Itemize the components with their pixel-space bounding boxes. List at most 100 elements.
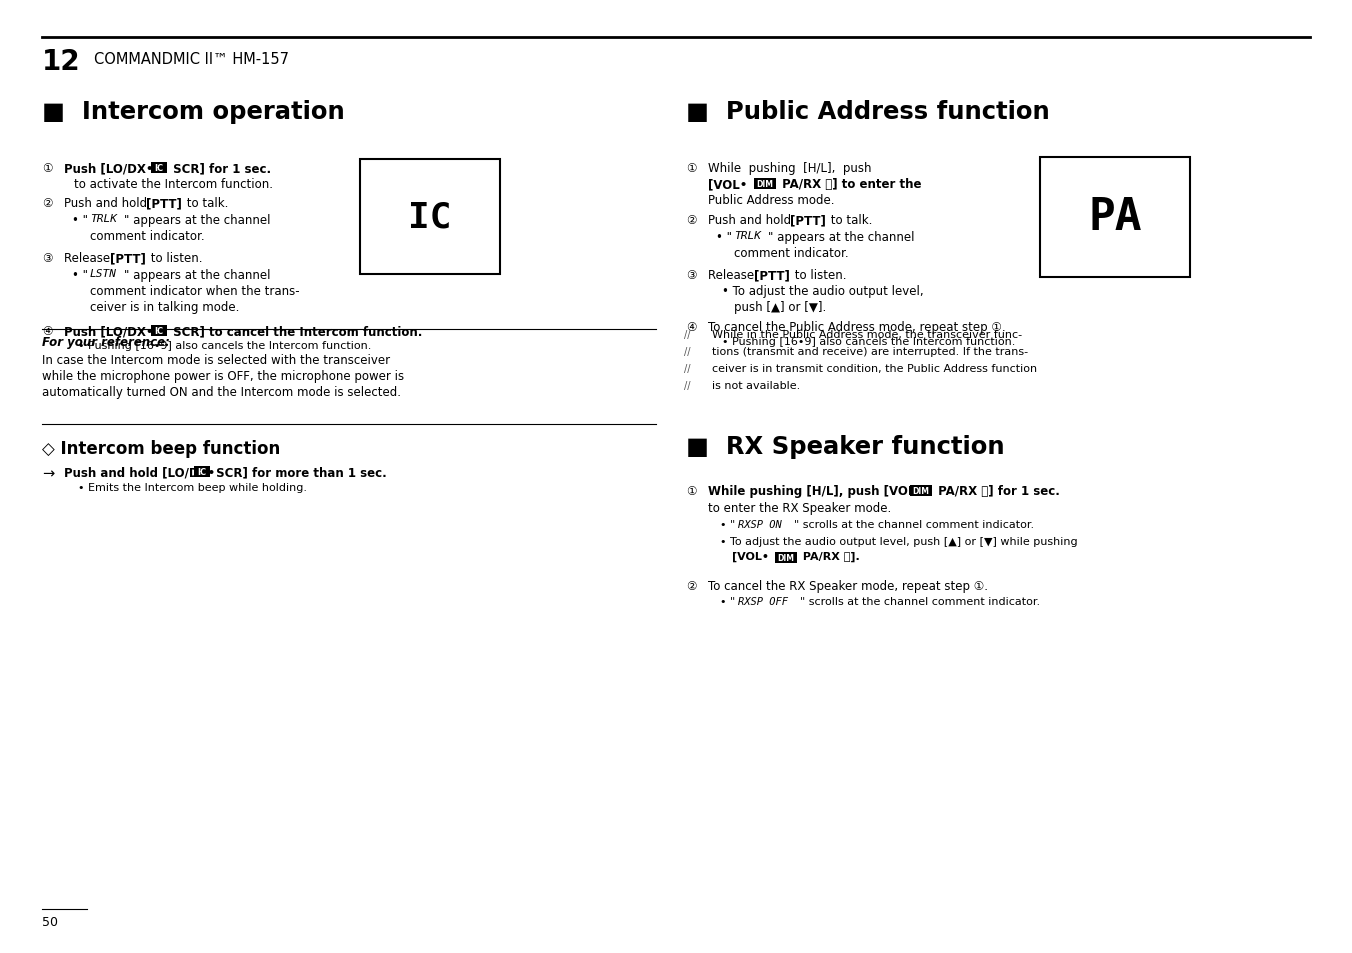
Text: to talk.: to talk. [183,196,228,210]
Bar [754,179,776,190]
Text: IC: IC [154,164,164,172]
Text: ②: ② [685,213,696,227]
Text: DIM: DIM [777,554,795,562]
Text: [VOL•: [VOL• [731,552,773,561]
Text: comment indicator when the trans-: comment indicator when the trans- [91,285,300,297]
Text: While  pushing  [H/L],  push: While pushing [H/L], push [708,162,872,174]
Text: IC: IC [408,200,452,234]
Text: //: // [684,380,691,391]
Text: is not available.: is not available. [713,380,800,391]
Text: ④: ④ [685,320,696,334]
Text: to activate the Intercom function.: to activate the Intercom function. [74,178,273,191]
Text: IC: IC [154,327,164,335]
Text: In case the Intercom mode is selected with the transceiver: In case the Intercom mode is selected wi… [42,354,391,367]
Text: DIM: DIM [757,180,773,189]
Text: IC: IC [197,468,207,476]
Text: PA/RX ⦵] for 1 sec.: PA/RX ⦵] for 1 sec. [934,484,1060,497]
Text: SCR] for more than 1 sec.: SCR] for more than 1 sec. [212,465,387,478]
Text: [PTT]: [PTT] [146,196,183,210]
Text: COMMANDMIC II™ HM-157: COMMANDMIC II™ HM-157 [95,52,289,67]
Text: ①: ① [685,484,696,497]
Bar [910,485,932,497]
Text: [PTT]: [PTT] [790,213,826,227]
Text: TRLK: TRLK [91,213,118,224]
Bar [775,553,796,563]
Bar [360,160,500,274]
Text: • Emits the Intercom beep while holding.: • Emits the Intercom beep while holding. [78,482,307,493]
Text: ceiver is in talking mode.: ceiver is in talking mode. [91,301,239,314]
Text: • ": • " [72,213,92,227]
Text: Push and hold: Push and hold [708,213,795,227]
Text: 50: 50 [42,915,58,928]
Text: to enter the RX Speaker mode.: to enter the RX Speaker mode. [708,501,891,515]
Text: [PTT]: [PTT] [754,269,790,282]
Text: Public Address mode.: Public Address mode. [708,193,834,207]
Text: to listen.: to listen. [147,252,203,265]
Text: ◇ Intercom beep function: ◇ Intercom beep function [42,439,280,457]
Text: Push [LO/DX•: Push [LO/DX• [64,325,158,337]
Text: While pushing [H/L], push [VOL•: While pushing [H/L], push [VOL• [708,484,927,497]
Text: DIM: DIM [913,486,930,496]
Text: " scrolls at the channel comment indicator.: " scrolls at the channel comment indicat… [794,519,1034,530]
Text: ①: ① [42,162,53,174]
Text: comment indicator.: comment indicator. [734,247,849,260]
Text: RXSP OFF: RXSP OFF [738,597,788,606]
Text: comment indicator.: comment indicator. [91,230,204,243]
Text: • ": • " [721,597,738,606]
Bar [193,467,210,477]
Text: Push and hold [LO/DX•: Push and hold [LO/DX• [64,465,219,478]
Text: ①: ① [685,162,696,174]
Text: • To adjust the audio output level,: • To adjust the audio output level, [722,285,923,297]
Text: For your reference:: For your reference: [42,335,170,349]
Text: automatically turned ON and the Intercom mode is selected.: automatically turned ON and the Intercom… [42,386,402,398]
Text: • Pushing [16•9] also cancels the Intercom function.: • Pushing [16•9] also cancels the Interc… [78,340,372,351]
Bar [151,163,168,173]
Bar [151,326,168,336]
Text: SCR] to cancel the Intercom function.: SCR] to cancel the Intercom function. [169,325,422,337]
Text: 12: 12 [42,48,81,76]
Text: • ": • " [721,519,738,530]
Text: RXSP ON: RXSP ON [738,519,781,530]
Text: →: → [42,465,54,480]
Text: Release: Release [64,252,114,265]
Text: //: // [684,330,691,339]
Text: ④: ④ [42,325,53,337]
Text: ■  RX Speaker function: ■ RX Speaker function [685,435,1005,458]
Text: " scrolls at the channel comment indicator.: " scrolls at the channel comment indicat… [800,597,1040,606]
Text: • ": • " [72,269,92,282]
Text: To cancel the RX Speaker mode, repeat step ①.: To cancel the RX Speaker mode, repeat st… [708,579,988,593]
Text: [PTT]: [PTT] [110,252,146,265]
Text: ■  Public Address function: ■ Public Address function [685,100,1049,124]
Text: PA/RX ⦵] to enter the: PA/RX ⦵] to enter the [777,178,922,191]
Text: while the microphone power is OFF, the microphone power is: while the microphone power is OFF, the m… [42,370,404,382]
Text: " appears at the channel: " appears at the channel [124,269,270,282]
Text: " appears at the channel: " appears at the channel [768,231,914,244]
Bar [1040,158,1190,277]
Text: push [▲] or [▼].: push [▲] or [▼]. [734,301,826,314]
Text: ■  Intercom operation: ■ Intercom operation [42,100,345,124]
Text: //: // [684,364,691,374]
Text: • Pushing [16•9] also cancels the Intercom function.: • Pushing [16•9] also cancels the Interc… [722,336,1015,347]
Text: PA/RX ⦵].: PA/RX ⦵]. [799,552,860,561]
Text: • ": • " [717,231,735,244]
Text: Release: Release [708,269,758,282]
Text: to talk.: to talk. [827,213,872,227]
Text: SCR] for 1 sec.: SCR] for 1 sec. [169,162,272,174]
Text: Push and hold: Push and hold [64,196,151,210]
Text: tions (transmit and receive) are interrupted. If the trans-: tions (transmit and receive) are interru… [713,347,1028,356]
Text: PA: PA [1088,196,1141,239]
Text: ②: ② [42,196,53,210]
Text: ceiver is in transmit condition, the Public Address function: ceiver is in transmit condition, the Pub… [713,364,1037,374]
Text: to listen.: to listen. [791,269,846,282]
Text: [VOL•: [VOL• [708,178,752,191]
Text: Push [LO/DX•: Push [LO/DX• [64,162,158,174]
Text: LSTN: LSTN [91,269,118,278]
Text: ③: ③ [42,252,53,265]
Text: While in the Public Address mode, the transceiver func-: While in the Public Address mode, the tr… [713,330,1022,339]
Text: //: // [684,347,691,356]
Text: ③: ③ [685,269,696,282]
Text: To cancel the Public Address mode, repeat step ①.: To cancel the Public Address mode, repea… [708,320,1006,334]
Text: ②: ② [685,579,696,593]
Text: • To adjust the audio output level, push [▲] or [▼] while pushing: • To adjust the audio output level, push… [721,537,1078,546]
Text: " appears at the channel: " appears at the channel [124,213,270,227]
